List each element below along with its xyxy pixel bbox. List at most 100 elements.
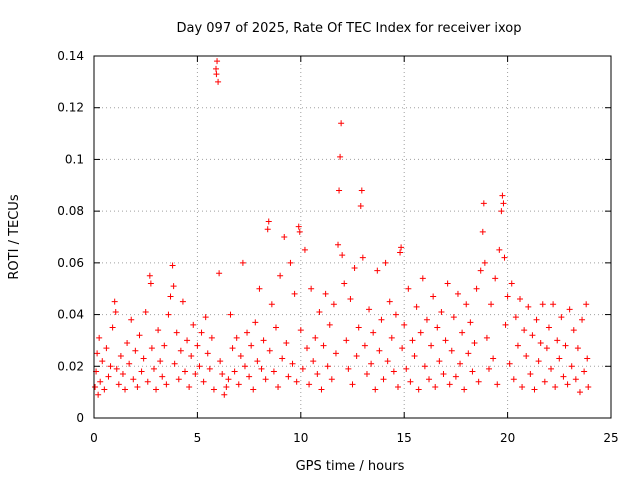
- data-point: [345, 365, 352, 372]
- data-point: [279, 355, 286, 362]
- data-point: [177, 347, 184, 354]
- data-point: [421, 363, 428, 370]
- data-point: [388, 334, 395, 341]
- chart-title: Day 097 of 2025, Rate Of TEC Index for r…: [176, 21, 521, 36]
- data-point: [188, 352, 195, 359]
- x-tick-labels: 0 5 10 15 20 25: [90, 431, 618, 445]
- data-point: [126, 360, 133, 367]
- data-point: [494, 381, 501, 388]
- data-point: [527, 371, 534, 378]
- data-point: [392, 311, 399, 318]
- data-point: [558, 314, 565, 321]
- data-point: [310, 358, 317, 365]
- data-point: [244, 329, 251, 336]
- data-point: [221, 391, 228, 398]
- data-point: [320, 342, 327, 349]
- data-point: [533, 316, 540, 323]
- data-point: [312, 334, 319, 341]
- data-point: [113, 365, 120, 372]
- data-point: [326, 321, 333, 328]
- data-point: [353, 352, 360, 359]
- data-point: [338, 120, 345, 127]
- data-point: [407, 378, 414, 385]
- data-point: [248, 342, 255, 349]
- data-point: [272, 324, 279, 331]
- data-point: [169, 262, 176, 269]
- data-point: [423, 316, 430, 323]
- data-point: [112, 308, 119, 315]
- data-point: [452, 373, 459, 380]
- data-point: [130, 376, 137, 383]
- data-point: [490, 355, 497, 362]
- data-point: [459, 329, 466, 336]
- data-point: [157, 358, 164, 365]
- data-point: [155, 327, 162, 334]
- data-point: [250, 386, 257, 393]
- data-point: [550, 301, 557, 308]
- data-point: [296, 228, 303, 235]
- data-point: [363, 371, 370, 378]
- data-point: [358, 187, 365, 194]
- data-point: [496, 246, 503, 253]
- data-point: [254, 358, 261, 365]
- data-points: [92, 58, 592, 398]
- data-point: [361, 342, 368, 349]
- data-point: [111, 298, 118, 305]
- data-point: [264, 226, 271, 233]
- data-point: [136, 332, 143, 339]
- x-tick-label: 10: [293, 431, 308, 445]
- data-point: [398, 244, 405, 251]
- grid-lines: [94, 56, 611, 418]
- data-point: [92, 383, 99, 390]
- data-point: [233, 334, 240, 341]
- data-point: [502, 321, 509, 328]
- data-point: [430, 293, 437, 300]
- data-point: [448, 347, 455, 354]
- data-point: [548, 365, 555, 372]
- data-point: [499, 192, 506, 199]
- data-point: [275, 383, 282, 390]
- y-axis-label: ROTI / TECUs: [7, 194, 22, 279]
- data-point: [146, 272, 153, 279]
- data-point: [124, 340, 131, 347]
- data-point: [148, 345, 155, 352]
- data-point: [477, 267, 484, 274]
- data-point: [318, 386, 325, 393]
- data-point: [144, 378, 151, 385]
- data-point: [501, 254, 508, 261]
- data-point: [428, 342, 435, 349]
- data-point: [190, 321, 197, 328]
- data-point: [485, 365, 492, 372]
- data-point: [521, 327, 528, 334]
- data-point: [492, 275, 499, 282]
- data-point: [500, 200, 507, 207]
- data-point: [535, 358, 542, 365]
- data-point: [368, 360, 375, 367]
- data-point: [200, 378, 207, 385]
- data-point: [107, 363, 114, 370]
- data-point: [545, 324, 552, 331]
- data-point: [403, 365, 410, 372]
- data-point: [213, 65, 220, 72]
- data-point: [583, 301, 590, 308]
- data-point: [357, 202, 364, 209]
- data-point: [570, 327, 577, 334]
- data-point: [150, 365, 157, 372]
- y-tick-label: 0.06: [57, 256, 84, 270]
- data-point: [584, 355, 591, 362]
- data-point: [184, 337, 191, 344]
- y-tick-label: 0.14: [57, 49, 84, 63]
- data-point: [132, 347, 139, 354]
- data-point: [529, 332, 536, 339]
- data-point: [94, 350, 101, 357]
- data-point: [265, 218, 272, 225]
- data-point: [480, 200, 487, 207]
- data-point: [409, 337, 416, 344]
- data-point: [514, 342, 521, 349]
- data-point: [585, 383, 592, 390]
- data-point: [386, 298, 393, 305]
- data-point: [390, 368, 397, 375]
- data-point: [519, 383, 526, 390]
- data-point: [322, 290, 329, 297]
